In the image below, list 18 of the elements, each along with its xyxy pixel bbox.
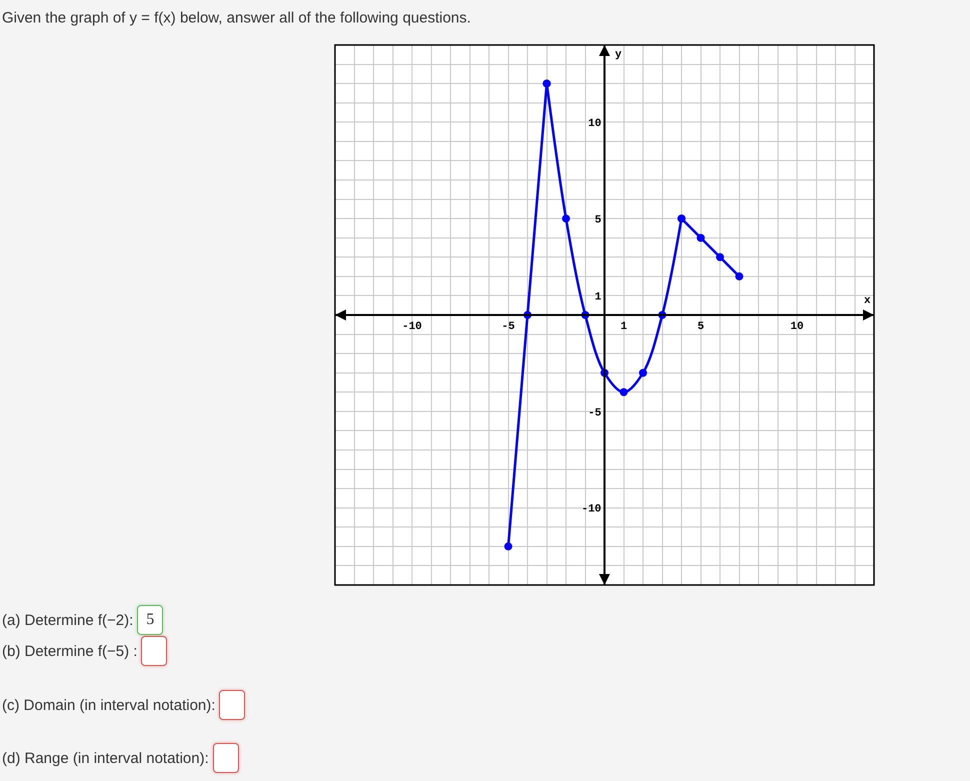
text: (c) Domain (in interval notation): [2,696,216,714]
x-tick-label: -5 [502,321,516,334]
x-tick-label: 1 [620,321,628,334]
x-tick-label: 5 [697,321,704,334]
text: (a) Determine f(−2): [2,612,134,628]
y-tick-label: 5 [594,214,602,226]
text: (b) Determine f(−5) : [2,642,138,660]
text: (d) Range (in interval notation): [2,750,209,766]
y-tick-label: -10 [581,504,602,516]
y-tick-label: 1 [594,292,602,304]
y-tick-label: 10 [588,118,602,130]
chart-title: Given the graph of y = f(x) below, answer all of the following questions. [2,9,471,26]
x-tick-label: 10 [790,321,804,334]
input-field: 5 [137,605,164,635]
y-tick-label: -5 [588,407,602,420]
x-tick-label: -10 [402,321,422,334]
y-axis-title: y [615,49,622,61]
x-axis-title: x [864,295,871,307]
